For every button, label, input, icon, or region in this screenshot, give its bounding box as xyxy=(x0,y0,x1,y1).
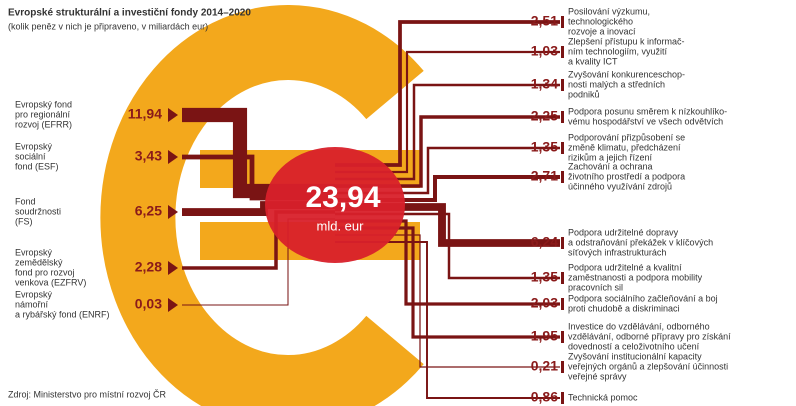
target-label: Investice do vzdělávání, odborného xyxy=(568,321,710,331)
target-label: ním technologiím, využití xyxy=(568,46,668,56)
target-label: proti chudobě a diskriminaci xyxy=(568,303,680,313)
target-label: životního prostředí a podpora xyxy=(568,171,685,181)
target-label: Zachování a ochrana xyxy=(568,161,653,171)
source-label: Evropský xyxy=(15,247,53,257)
source-label: rozvoj (EFRR) xyxy=(15,119,72,129)
source-label: zemědělský xyxy=(15,257,63,267)
target-value: 1,95 xyxy=(531,328,558,344)
target-label: Technická pomoc xyxy=(568,392,638,402)
source-value: 0,03 xyxy=(135,296,162,312)
target-value: 6,24 xyxy=(531,234,558,250)
infographic: Evropské strukturální a investiční fondy… xyxy=(0,0,796,406)
target-value: 1,34 xyxy=(531,76,558,92)
target-label: podniků xyxy=(568,89,600,99)
target-tick xyxy=(561,171,564,183)
target-label: dovedností a celoživotního učení xyxy=(568,341,700,351)
target-value: 2,25 xyxy=(531,108,558,124)
target-value: 0,21 xyxy=(531,358,558,374)
source-label: Fond xyxy=(15,196,36,206)
source-value: 2,28 xyxy=(135,259,162,275)
source-label: soudržnosti xyxy=(15,206,61,216)
target-value: 0,86 xyxy=(531,389,558,405)
target-label: vzdělávání, odborné přípravy pro získání xyxy=(568,331,731,341)
subtitle: (kolik peněz v nich je připraveno, v mil… xyxy=(8,21,208,31)
target-label: Zvyšování institucionální kapacity xyxy=(568,351,702,361)
target-label: účinného využívání zdrojů xyxy=(568,181,672,191)
total-unit: mld. eur xyxy=(317,218,365,233)
target-label: veřejných orgánů a zlepšování účinnosti xyxy=(568,361,728,371)
target-value: 1,03 xyxy=(531,43,558,59)
target-label: Podpora posunu směrem k nízkouhlíko- xyxy=(568,106,727,116)
source-note: Zdroj: Ministerstvo pro místní rozvoj ČR xyxy=(8,389,167,399)
target-tick xyxy=(561,46,564,58)
target-label: Podpora udržitelné a kvalitní xyxy=(568,262,682,272)
target-label: veřejné správy xyxy=(568,371,627,381)
target-tick xyxy=(561,361,564,373)
source-label: Evropský fond xyxy=(15,99,72,109)
source-label: fond (ESF) xyxy=(15,161,59,171)
target-value: 1,35 xyxy=(531,269,558,285)
target-label: síťových infrastrukturách xyxy=(568,247,666,257)
target-tick xyxy=(561,111,564,123)
source-label: fond pro rozvoj xyxy=(15,267,75,277)
target-tick xyxy=(561,331,564,343)
source-label: a rybářský fond (ENRF) xyxy=(15,309,110,319)
target-value: 1,35 xyxy=(531,139,558,155)
title: Evropské strukturální a investiční fondy… xyxy=(8,8,251,19)
target-label: Podpora sociálního začleňování a boj xyxy=(568,293,718,303)
source-label: Evropský xyxy=(15,141,53,151)
source-value: 11,94 xyxy=(128,106,162,122)
source-label: (FS) xyxy=(15,216,33,226)
source-label: venkova (EZFRV) xyxy=(15,277,86,287)
source-label: pro regionální xyxy=(15,109,71,119)
target-label: Zlepšení přístupu k informač- xyxy=(568,36,685,46)
target-label: Podpora udržitelné dopravy xyxy=(568,227,679,237)
target-tick xyxy=(561,392,564,404)
target-label: rozvoje a inovací xyxy=(568,26,636,36)
target-label: a odstraňování překážek v klíčových xyxy=(568,237,713,247)
target-tick xyxy=(561,298,564,310)
target-label: a kvality ICT xyxy=(568,56,618,66)
source-value: 6,25 xyxy=(135,203,162,219)
target-label: změně klimatu, předcházení xyxy=(568,142,681,152)
target-label: zaměstnanosti a podpora mobility xyxy=(568,272,703,282)
target-tick xyxy=(561,272,564,284)
source-label: námořní xyxy=(15,299,49,309)
target-label: Podporování přizpůsobení se xyxy=(568,132,685,142)
target-label: technologického xyxy=(568,16,633,26)
target-value: 2,71 xyxy=(531,168,558,184)
target-tick xyxy=(561,16,564,28)
source-label: sociální xyxy=(15,151,46,161)
target-tick xyxy=(561,142,564,154)
source-value: 3,43 xyxy=(135,148,162,164)
source-label: Evropský xyxy=(15,289,53,299)
target-label: vému hospodářství ve všech odvětvích xyxy=(568,116,723,126)
target-label: Zvyšování konkurenceschop- xyxy=(568,69,685,79)
target-value: 2,51 xyxy=(531,13,558,29)
target-label: Posilování výzkumu, xyxy=(568,6,650,16)
target-tick xyxy=(561,237,564,249)
target-label: nosti malých a středních xyxy=(568,79,665,89)
target-tick xyxy=(561,79,564,91)
target-label: pracovních sil xyxy=(568,282,623,292)
total-value: 23,94 xyxy=(305,181,380,214)
target-value: 2,03 xyxy=(531,295,558,311)
